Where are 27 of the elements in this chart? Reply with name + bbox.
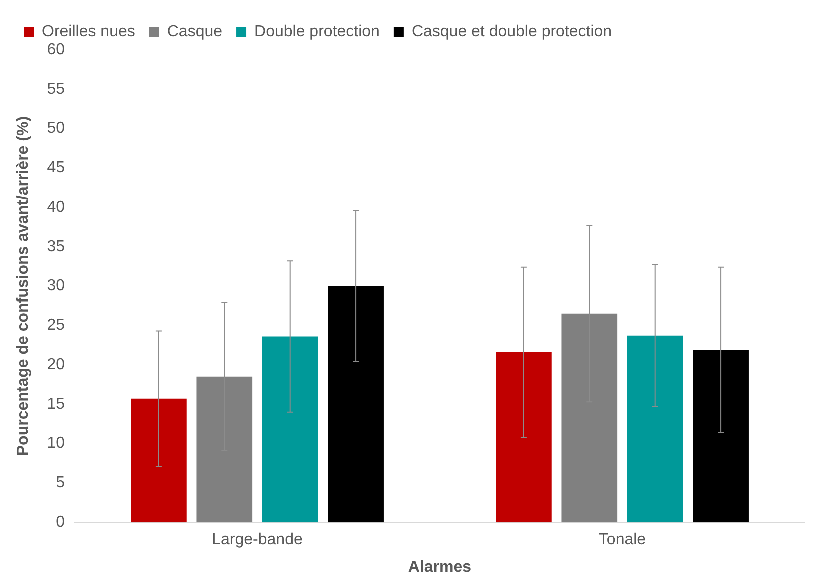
x-tick-label: Large-bande xyxy=(212,532,303,549)
y-tick-label: 0 xyxy=(56,514,66,532)
y-tick-label: 40 xyxy=(47,198,66,216)
x-tick-label: Tonale xyxy=(598,532,646,549)
bar xyxy=(262,336,318,523)
bar xyxy=(131,398,187,523)
y-tick-label: 55 xyxy=(47,80,66,98)
y-tick-label: 25 xyxy=(47,317,66,334)
bar xyxy=(693,350,749,523)
bar xyxy=(496,352,552,523)
y-tick-label: 45 xyxy=(47,160,66,177)
y-tick-label: 35 xyxy=(47,238,66,256)
legend-label: Casque xyxy=(167,23,223,40)
y-tick-label: 10 xyxy=(47,435,66,452)
y-tick-label: 60 xyxy=(47,41,66,58)
legend-label: Oreilles nues xyxy=(42,23,136,40)
y-tick-label: 50 xyxy=(47,120,66,138)
legend-label: Casque et double protection xyxy=(412,23,612,40)
legend-label: Double protection xyxy=(254,23,380,40)
bar xyxy=(627,336,684,523)
y-tick-label: 15 xyxy=(47,396,66,413)
y-tick-label: 5 xyxy=(56,474,66,492)
x-axis-title: Alarmes xyxy=(408,558,472,576)
bar xyxy=(328,286,384,523)
y-tick-label: 30 xyxy=(47,278,66,295)
y-tick-label: 20 xyxy=(47,356,66,374)
y-axis-title: Pourcentage de confusions avant/arrière (%) xyxy=(15,116,32,456)
